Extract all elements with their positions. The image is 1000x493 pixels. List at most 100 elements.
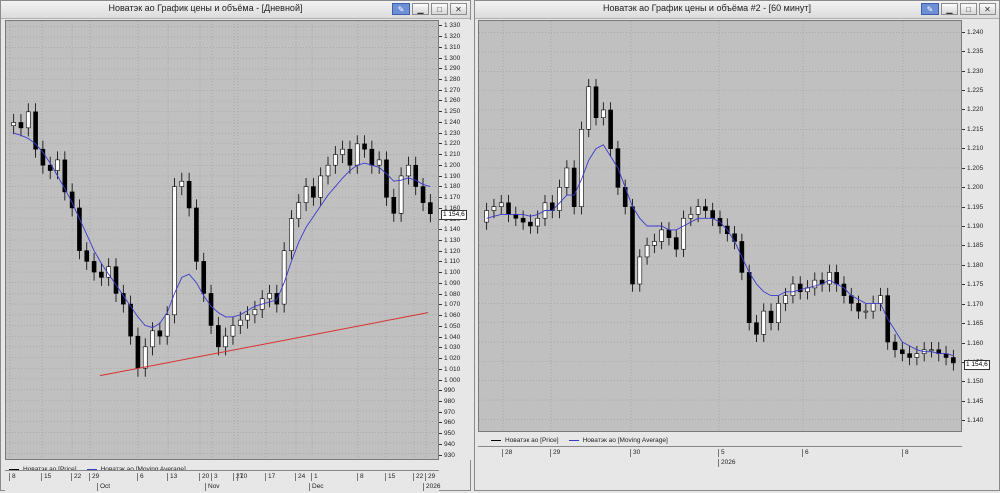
price-tick-label: 1 190 [438,172,461,180]
time-axis: 28 29 30 5 6 8 2026 [478,446,962,469]
candle-body [99,271,104,278]
price-tick-label: 1.220 [961,106,984,114]
price-tick-label: 1 160 [438,204,461,212]
trendline [99,312,429,377]
time-tick-label: 8 [902,449,909,457]
price-tick-label: 1.185 [961,242,984,250]
candle-body [812,279,818,289]
candle-body [586,86,592,130]
time-tick-label: 6 [137,473,144,481]
time-tick-label: 29 [425,473,435,481]
price-tick-label: 1 020 [438,355,461,363]
maximize-button[interactable]: □ [960,3,977,15]
candle-body [491,206,497,211]
price-chart-plot[interactable] [5,20,439,460]
candle-body [420,186,426,203]
price-tick-label: 1 030 [438,344,461,352]
time-tick-label: 15 [385,473,395,481]
price-tick-label: 1 040 [438,333,461,341]
price-tick-label: 1 090 [438,279,461,287]
candle-body [695,206,701,215]
price-tick-label: 1.160 [961,339,984,347]
candle-body [907,353,912,358]
candle-body [157,330,163,337]
pin-icon[interactable]: ✎ [921,3,939,15]
close-button[interactable]: ✕ [450,3,467,15]
candle-body [644,245,650,258]
time-period-label: Dec [309,483,324,491]
candle-body [318,175,324,198]
price-axis: 1 330 1 320 1 310 1 300 1 290 1 280 1 270 1 260… [438,20,471,460]
candle-body [870,303,876,312]
price-tick-label: 950 [439,430,455,438]
price-tick-label: 1 060 [438,312,461,320]
candle-body [688,214,694,219]
candle-body [673,237,679,250]
price-tick-label: 1.215 [961,125,984,133]
time-period-label: Oct [97,483,110,491]
time-tick-label: 5 [718,449,725,457]
candle-body [579,129,584,207]
candle-body [164,314,170,337]
candle-body [710,210,716,219]
candle-body [113,266,119,294]
window-titlebar[interactable]: Новатэк ао График цены и объёма - [Дневн… [1,1,470,19]
candle-body [929,349,934,352]
maximize-button[interactable]: □ [431,3,448,15]
price-tick-label: 1 140 [438,226,461,234]
candle-body [84,250,90,262]
price-tick-label: 1.175 [961,281,984,289]
candle-body [289,218,294,251]
minimize-button[interactable]: ▁ [412,3,429,15]
moving-average-line [13,132,431,329]
candle-body [398,175,404,214]
candle-body [106,266,112,278]
price-tick-label: 1 170 [438,194,461,202]
candle-body [252,309,258,316]
time-tick-label: 17 [265,473,275,481]
candle-body [951,357,956,364]
price-tick-label: 1 330 [438,22,461,30]
candle-body [571,167,577,207]
candle-body [637,256,643,285]
price-tick-label: 1 300 [438,54,461,62]
moving-average-line [486,144,954,357]
time-period-label: 2026 [718,459,735,467]
candle-body [362,143,367,150]
time-tick-label: 20 [199,473,209,481]
legend-label: Новатэк ао [Moving Average] [582,436,668,444]
time-axis: 8 15 22 29 6 13 20 27 3 10 17 24 1 8 15 22 29 Oct Nov Dec 20… [5,470,440,493]
legend-label: Новатэк ао [Price] [23,465,77,473]
candle-body [484,210,489,223]
candle-body [332,154,338,166]
candle-body [135,335,141,369]
chart-window-daily[interactable]: Новатэк ао График цены и объёма - [Дневн… [0,0,471,493]
candle-body [340,148,345,155]
candle-body [150,330,155,348]
price-tick-label: 1.210 [961,145,984,153]
candle-body [347,148,353,166]
candle-body [216,325,221,348]
price-tick-label: 940 [439,440,455,448]
chart-window-60min[interactable]: Новатэк ао График цены и объёма #2 - [60… [474,0,1000,491]
candle-body [267,293,272,300]
legend-entry: Новатэк ао [Price] [491,437,559,444]
candle-body [790,283,796,296]
pin-icon[interactable]: ✎ [392,3,410,15]
price-tick-label: 1 050 [438,322,461,330]
candle-body [18,122,24,129]
candle-body [77,207,82,251]
price-tick-label: 1 180 [438,183,461,191]
candle-body [11,122,16,126]
price-tick-label: 1.240 [961,28,984,36]
candle-body [914,353,920,358]
price-tick-label: 1 010 [438,365,461,373]
candle-body [564,167,570,188]
candle-body [142,346,148,369]
minimize-button[interactable]: ▁ [941,3,958,15]
price-chart-plot[interactable] [478,20,962,432]
close-button[interactable]: ✕ [979,3,996,15]
candle-body [608,109,613,149]
price-tick-label: 1 210 [438,151,461,159]
window-titlebar[interactable]: Новатэк ао График цены и объёма #2 - [60… [475,1,999,19]
